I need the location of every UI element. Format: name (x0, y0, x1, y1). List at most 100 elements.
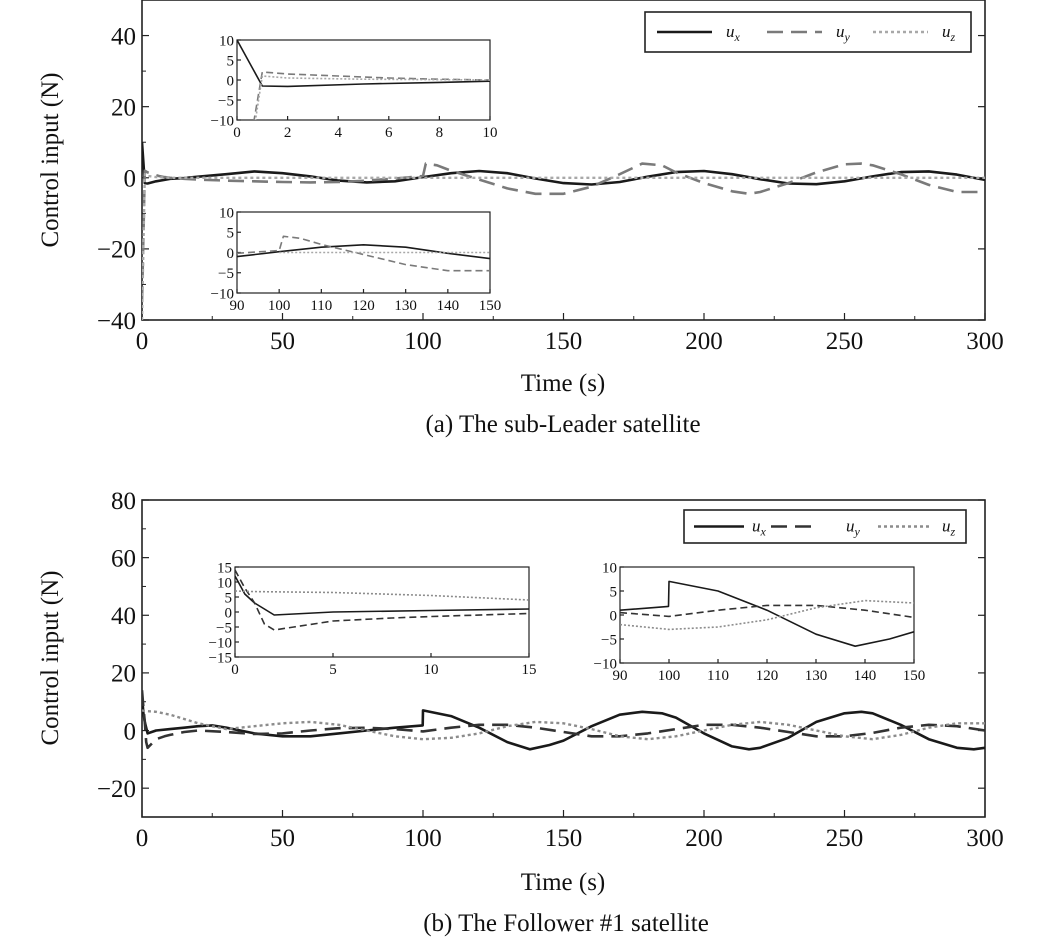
panel-b-inset-1-xtick-label: 10 (424, 662, 439, 678)
panel-a-inset-1-series-uy (253, 71, 490, 120)
panel-a-ytick-label: 0 (124, 166, 137, 193)
panel-a-xtick-label: 50 (270, 328, 295, 355)
panel-b: Time (s) Control input (N) (b) The Follo… (37, 488, 1004, 937)
panel-a-xtick-label: 100 (404, 328, 442, 355)
panel-a-inset-2-series-uy (237, 235, 490, 272)
panel-b-ytick-label: 40 (111, 603, 136, 630)
panel-a-ylabel: Control input (N) (37, 73, 64, 248)
panel-b-inset-1-xtick-label: 15 (522, 662, 537, 678)
panel-b-main-series-uy (142, 690, 985, 750)
panel-b-xtick-label: 150 (545, 825, 583, 852)
panel-a-inset-2-xtick-label: 140 (437, 298, 460, 314)
panel-a-legend: ux uy uz (644, 11, 972, 53)
panel-a-inset-1-xtick-label: 8 (436, 125, 444, 141)
panel-a-inset-1-xtick-label: 10 (483, 125, 498, 141)
panel-b-inset-2-ytick-label: −5 (601, 632, 617, 648)
panel-a-main-series-uy (142, 162, 985, 303)
panel-a-inset-2-xtick-label: 100 (268, 298, 291, 314)
panel-b-inset-1-xtick-label: 0 (231, 662, 239, 678)
panel-a-xtick-label: 0 (136, 328, 149, 355)
panel-a-inset-2: 90 100 110 120 130 140 150 −10 −5 0 5 10 (211, 205, 502, 314)
panel-b-inset-1-ytick-label: −5 (216, 620, 232, 636)
panel-b-inset-2: 90 100 110 120 130 140 150 −10 −5 0 5 10 (594, 560, 926, 684)
panel-a-xtick-label: 300 (966, 328, 1004, 355)
panel-a-inset-1-series-uz (254, 75, 490, 120)
panel-b-ytick-label: 0 (124, 718, 137, 745)
panel-a-xlabel: Time (s) (521, 370, 606, 397)
panel-b-xtick-label: 100 (404, 825, 442, 852)
panel-b-inset-1-ytick-label: 15 (217, 560, 232, 576)
panel-b-plot-frame (141, 499, 986, 818)
panel-b-inset-1-ytick-label: −10 (209, 635, 232, 651)
panel-b-inset-1-series-uy (235, 569, 529, 631)
panel-b-ylabel: Control input (N) (37, 571, 64, 746)
panel-b-inset-2-series-ux (620, 580, 914, 648)
panel-b-inset-2-xtick-label: 100 (658, 668, 681, 684)
panel-a-inset-1-ytick-label: 10 (219, 33, 234, 49)
panel-a-inset-2-ytick-label: −10 (211, 286, 234, 302)
panel-b-xtick-label: 300 (966, 825, 1004, 852)
panel-b-inset-2-ytick-label: 0 (610, 608, 618, 624)
panel-a-inset-2-ytick-label: 0 (227, 246, 235, 262)
panel-b-inset-2-ytick-label: −10 (594, 656, 617, 672)
panel-b-xtick-label: 250 (826, 825, 864, 852)
panel-a-inset-2-ytick-label: −5 (218, 266, 234, 282)
panel-b-xlabel: Time (s) (521, 869, 606, 896)
panel-b-inset-1-ytick-label: −15 (209, 650, 232, 666)
panel-b-xtick-label: 50 (270, 825, 295, 852)
panel-b-inset-2-xtick-label: 130 (805, 668, 828, 684)
panel-a-inset-1-ytick-label: −10 (211, 113, 234, 129)
panel-a-legend-label-ux: ux (726, 22, 741, 44)
panel-a-inset-2-xtick-label: 90 (230, 298, 245, 314)
panel-b-legend-label-uy: uy (846, 517, 861, 539)
panel-a-caption: (a) The sub-Leader satellite (425, 411, 700, 438)
panel-a-inset-2-ytick-label: 5 (227, 226, 235, 242)
panel-b-legend-label-ux: ux (752, 517, 767, 539)
panel-a-xtick-label: 250 (826, 328, 864, 355)
panel-a-ytick-label: 40 (111, 23, 136, 50)
panel-a-ytick-label: 20 (111, 94, 136, 121)
panel-b-legend: ux uy uz (683, 509, 967, 544)
panel-b-inset-2-frame (619, 566, 915, 664)
panel-b-xtick-label: 0 (136, 825, 149, 852)
panel-a-legend-label-uz: uz (942, 22, 956, 44)
panel-b-inset-2-series-uy (620, 604, 914, 619)
panel-b-legend-label-uz: uz (942, 517, 956, 539)
panel-b-ytick-label: 20 (111, 661, 136, 688)
panel-a-inset-1-ytick-label: 0 (227, 73, 235, 89)
panel-a-inset-1-xtick-label: 2 (284, 125, 292, 141)
panel-a-inset-1-xtick-label: 0 (233, 125, 241, 141)
panel-a-inset-1-frame (236, 39, 491, 121)
panel-b-ytick-label: 60 (111, 545, 136, 572)
panel-b-inset-1-series-uz (235, 590, 529, 601)
panel-b-xtick-label: 200 (685, 825, 723, 852)
panel-a-inset-2-ytick-label: 10 (219, 205, 234, 221)
panel-b-main-series-uz (142, 709, 985, 741)
panel-a-inset-2-xtick-label: 130 (394, 298, 417, 314)
panel-a-inset-2-xtick-label: 120 (352, 298, 375, 314)
panel-a-inset-1-ytick-label: −5 (218, 93, 234, 109)
panel-a: Time (s) Control input (N) (a) The sub-L… (37, 0, 1004, 438)
panel-a-inset-2-xtick-label: 150 (479, 298, 502, 314)
panel-a-inset-1: 0 2 4 6 8 10 −10 −5 0 5 10 (211, 33, 498, 141)
panel-a-ytick-label: −20 (97, 237, 136, 264)
panel-b-inset-2-ytick-label: 10 (602, 560, 617, 576)
panel-b-inset-1-ytick-label: 10 (217, 575, 232, 591)
panel-b-inset-1-xtick-label: 5 (329, 662, 337, 678)
panel-b-caption: (b) The Follower #1 satellite (423, 910, 709, 937)
panel-a-inset-1-ytick-label: 5 (227, 53, 235, 69)
panel-b-inset-2-xtick-label: 140 (854, 668, 877, 684)
panel-a-legend-label-uy: uy (836, 22, 851, 44)
panel-b-inset-2-xtick-label: 120 (756, 668, 779, 684)
panel-b-inset-2-xtick-label: 90 (613, 668, 628, 684)
panel-a-inset-2-xtick-label: 110 (310, 298, 332, 314)
panel-b-inset-1-ytick-label: 0 (225, 605, 233, 621)
panel-a-main-series-uz (142, 172, 985, 320)
panel-b-main-series-ux (142, 695, 985, 751)
panel-b-inset-2-xtick-label: 150 (903, 668, 926, 684)
panel-b-inset-1-ytick-label: 5 (225, 590, 233, 606)
